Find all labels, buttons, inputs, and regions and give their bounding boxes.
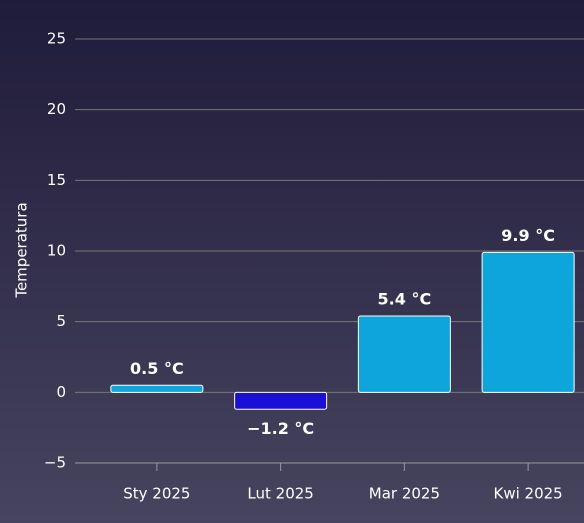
y-tick-label: 10	[47, 242, 66, 260]
y-tick-label: −5	[44, 454, 66, 472]
x-tick-label: Lut 2025	[247, 485, 313, 503]
value-label: 0.5 °C	[130, 359, 184, 378]
bar	[357, 315, 451, 393]
y-axis-label: Temperatura	[13, 202, 31, 298]
x-tick-label: Sty 2025	[123, 485, 190, 503]
value-label: −1.2 °C	[247, 419, 314, 438]
y-tick-label: 5	[56, 312, 66, 330]
value-label: 9.9 °C	[501, 226, 555, 245]
y-tick-label: 25	[47, 30, 66, 48]
bar	[481, 251, 575, 393]
y-tick-label: 20	[47, 100, 66, 118]
x-tick-label: Mar 2025	[369, 485, 440, 503]
value-label: 5.4 °C	[378, 290, 432, 309]
bar	[110, 384, 204, 393]
y-tick-label: 15	[47, 171, 66, 189]
x-tick-label: Kwi 2025	[494, 485, 563, 503]
bar	[234, 391, 328, 410]
y-tick-label: 0	[56, 383, 66, 401]
